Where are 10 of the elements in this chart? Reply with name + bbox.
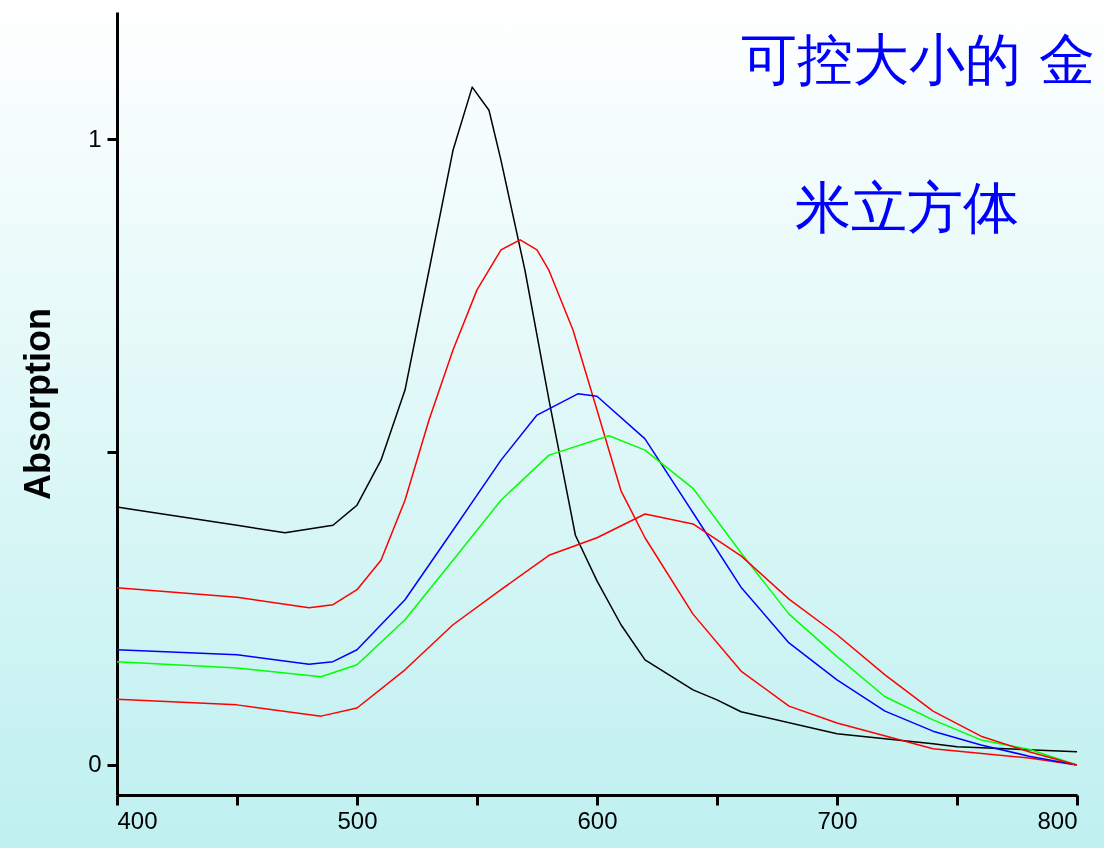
y-tick-label: 0 [88,750,102,778]
y-axis-title: Absorption [17,308,59,500]
annotation: 可控大小的 金 [741,27,1095,92]
annotation: 米立方体 [795,175,1019,240]
x-tick-label: 600 [577,806,618,834]
x-tick-label: 400 [117,806,158,834]
x-tick-label: 700 [817,806,858,834]
x-tick-label: 800 [1037,806,1078,834]
x-tick-label: 500 [337,806,378,834]
y-tick-label: 1 [88,124,102,152]
